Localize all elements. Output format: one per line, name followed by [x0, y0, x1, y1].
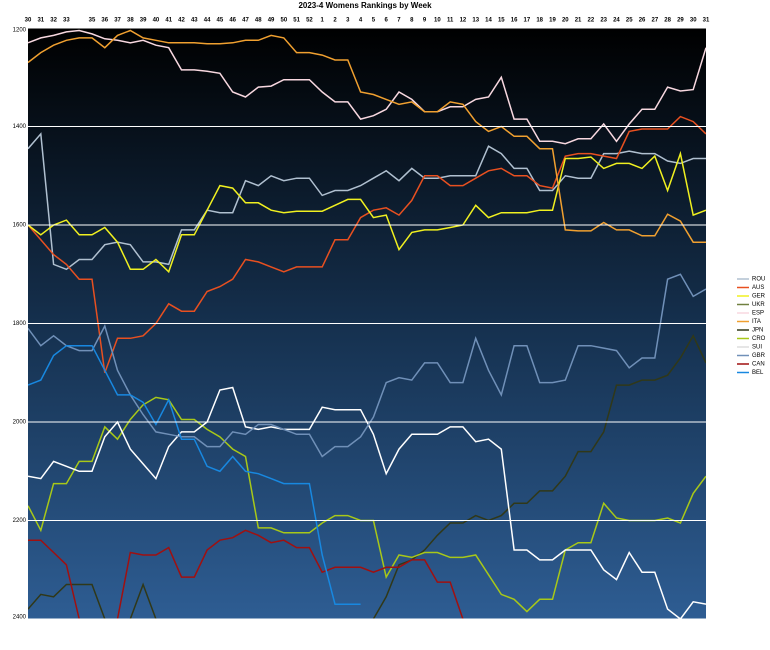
x-tick-label: 25: [626, 18, 633, 24]
x-tick-label: 51: [293, 18, 300, 24]
x-tick-label: 38: [127, 18, 134, 24]
x-tick-label: 6: [385, 18, 389, 24]
x-tick-label: 31: [37, 18, 44, 24]
legend-label: CAN: [752, 362, 765, 368]
series-line: [28, 29, 706, 145]
x-tick-label: 7: [397, 18, 401, 24]
x-tick-label: 32: [50, 18, 57, 24]
y-tick-label: 1800: [13, 321, 27, 327]
y-tick-label: 2400: [13, 615, 27, 621]
x-tick-label: 11: [447, 18, 454, 24]
x-tick-label: 24: [613, 18, 620, 24]
y-tick-label: 2000: [13, 420, 27, 426]
series-line: [116, 529, 464, 619]
x-tick-label: 4: [359, 18, 363, 24]
series-line: [28, 115, 706, 374]
x-tick-label: 43: [191, 18, 198, 24]
x-tick-label: 39: [140, 18, 147, 24]
series-line: [28, 150, 706, 274]
x-tick-label: 46: [229, 18, 236, 24]
x-tick-label: 21: [575, 18, 582, 24]
x-tick-label: 40: [153, 18, 160, 24]
x-tick-label: 26: [639, 18, 646, 24]
x-tick-label: 23: [600, 18, 607, 24]
series-line: [28, 583, 106, 619]
x-tick-label: 14: [485, 18, 492, 24]
x-tick-label: 37: [114, 18, 121, 24]
x-tick-label: 22: [588, 18, 595, 24]
x-tick-label: 48: [255, 18, 262, 24]
x-tick-label: 36: [101, 18, 108, 24]
series-line: [28, 273, 706, 458]
x-tick-label: 49: [268, 18, 275, 24]
series-line: [28, 132, 706, 271]
series-line: [28, 539, 80, 619]
y-tick-label: 1200: [13, 28, 27, 34]
legend-label: GER: [752, 294, 766, 300]
legend-label: ESP: [752, 311, 764, 317]
x-tick-label: 47: [242, 18, 249, 24]
legend-label: GBR: [752, 353, 766, 359]
legend-label: SUI: [752, 345, 762, 351]
x-tick-label: 44: [204, 18, 211, 24]
x-tick-label: 41: [165, 18, 172, 24]
series-line: [129, 582, 157, 619]
x-tick-label: 52: [306, 18, 313, 24]
x-tick-label: 30: [25, 18, 32, 24]
x-tick-label: 20: [562, 18, 569, 24]
x-tick-label: 33: [63, 18, 70, 24]
x-tick-label: 29: [677, 18, 684, 24]
x-tick-label: 17: [524, 18, 531, 24]
series-line: [28, 344, 361, 605]
x-tick-label: 18: [536, 18, 543, 24]
x-tick-label: 42: [178, 18, 185, 24]
x-tick-label: 27: [651, 18, 658, 24]
y-tick-label: 1400: [13, 124, 27, 130]
x-tick-label: 10: [434, 18, 441, 24]
legend-label: CRO: [752, 336, 766, 342]
x-tick-label: 3: [346, 18, 350, 24]
x-tick-label: 45: [217, 18, 224, 24]
chart-title: 2023-4 Womens Rankings by Week: [298, 1, 432, 10]
legend-label: ITA: [752, 319, 761, 325]
x-tick-label: 1: [321, 18, 325, 24]
series-line: [28, 29, 706, 243]
x-tick-label: 35: [89, 18, 96, 24]
x-tick-label: 2: [333, 18, 337, 24]
x-tick-label: 31: [703, 18, 710, 24]
legend-label: AUS: [752, 285, 764, 291]
legend-label: ROU: [752, 277, 765, 283]
x-tick-label: 19: [549, 18, 556, 24]
y-tick-label: 2200: [13, 518, 27, 524]
x-tick-label: 8: [410, 18, 414, 24]
x-tick-label: 15: [498, 18, 505, 24]
legend-label: BEL: [752, 370, 764, 376]
x-tick-label: 28: [664, 18, 671, 24]
x-tick-label: 16: [511, 18, 518, 24]
x-tick-label: 9: [423, 18, 427, 24]
legend-label: UKR: [752, 302, 765, 308]
x-tick-label: 30: [690, 18, 697, 24]
x-tick-label: 13: [472, 18, 479, 24]
y-tick-label: 1600: [13, 223, 27, 229]
x-tick-label: 50: [281, 18, 288, 24]
x-tick-label: 5: [372, 18, 376, 24]
x-tick-label: 12: [460, 18, 467, 24]
legend-label: JPN: [752, 328, 763, 334]
series-line: [372, 334, 706, 619]
